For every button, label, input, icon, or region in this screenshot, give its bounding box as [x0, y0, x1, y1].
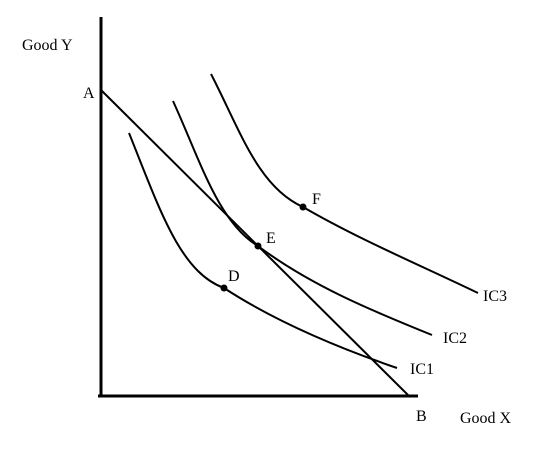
point-label: F [312, 191, 321, 208]
indifference-curve [172, 100, 433, 336]
point [254, 242, 262, 250]
budget-start-label: A [83, 85, 95, 102]
indifference-curve [210, 73, 479, 294]
point [220, 284, 228, 292]
budget-end-label: B [416, 408, 427, 425]
curve-label: IC1 [410, 361, 434, 378]
x-axis-label: Good X [460, 410, 512, 427]
curve-label: IC3 [483, 288, 507, 305]
point-label: E [266, 230, 276, 247]
point-label: D [228, 268, 240, 285]
point [299, 203, 307, 211]
y-axis-label: Good Y [22, 37, 73, 54]
curve-label: IC2 [443, 330, 467, 347]
